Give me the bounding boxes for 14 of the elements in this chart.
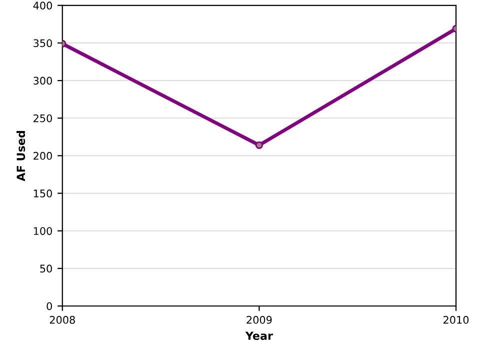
y-tick-label: 400	[33, 2, 52, 10]
y-tick-label: 0	[46, 302, 52, 310]
y-tick-label: 300	[34, 76, 52, 85]
y-tick-label: 350	[34, 39, 52, 48]
y-tick-label: 150	[34, 190, 52, 198]
x-tick-label: 2010	[444, 316, 469, 324]
x-axis-title: Year	[245, 332, 273, 340]
y-tick-label: 200	[34, 152, 52, 160]
x-tick-label: 2009	[246, 316, 272, 324]
x-tick-label: 2008	[50, 316, 75, 324]
y-tick-label: 100	[34, 227, 52, 235]
y-tick-label: 250	[34, 114, 52, 122]
y-axis-title: AF Used	[16, 131, 26, 182]
y-tick-label: 50	[40, 264, 52, 273]
